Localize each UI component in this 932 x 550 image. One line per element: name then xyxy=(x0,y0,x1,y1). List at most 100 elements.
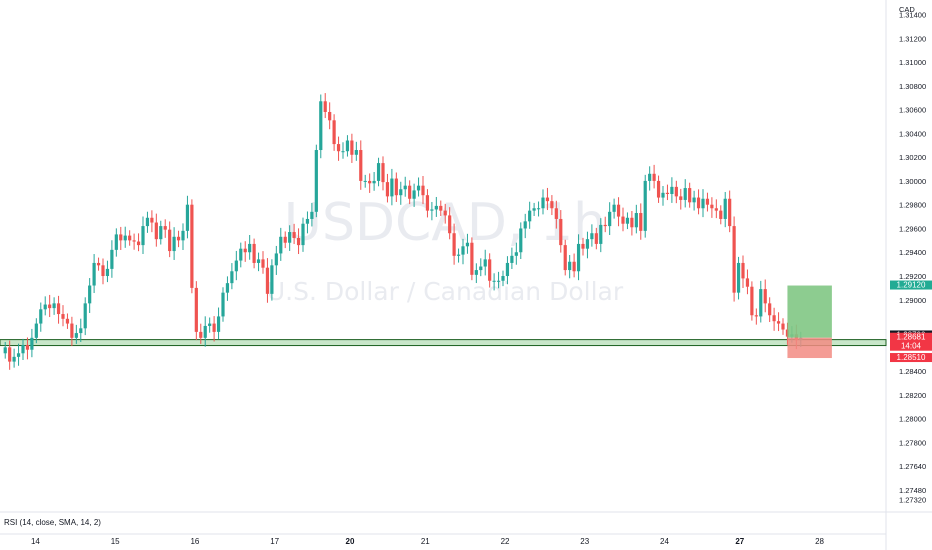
candle-body xyxy=(163,226,167,230)
candle-body xyxy=(359,150,363,181)
candle-body xyxy=(568,261,572,271)
price-tick-label: 1.28000 xyxy=(899,415,926,424)
price-tick-label: 1.28200 xyxy=(899,391,926,400)
candle-body xyxy=(665,192,670,194)
price-tick-label: 1.28400 xyxy=(899,367,926,376)
countdown-text: 14:04 xyxy=(901,342,922,351)
candle-body xyxy=(776,321,781,324)
candle-body xyxy=(741,262,745,279)
support-zone-rect[interactable] xyxy=(0,339,887,347)
candle-body xyxy=(683,188,687,200)
candle-body xyxy=(101,265,105,277)
price-tick-label: 1.29600 xyxy=(899,224,926,233)
candle-body xyxy=(83,303,87,329)
price-tick-label: 1.31200 xyxy=(899,34,926,43)
time-axis[interactable]: 14 15 16 17 20 21 22 23 24 27 28 xyxy=(31,537,825,546)
candle-body xyxy=(639,213,643,231)
price-axis[interactable]: 1.31400 1.31200 1.31000 1.30800 1.30600 1.304… xyxy=(899,11,926,505)
candle-body xyxy=(305,218,310,224)
candle-body xyxy=(452,233,456,256)
date-tick-label: 28 xyxy=(815,537,824,546)
candle-body xyxy=(421,185,425,196)
candle-body xyxy=(3,347,7,354)
current-price-tag-text: 1.28681 xyxy=(897,333,926,342)
candle-body xyxy=(212,323,216,332)
candle-body xyxy=(25,344,30,350)
candle-body xyxy=(519,228,523,253)
date-tick-label: 23 xyxy=(580,537,589,546)
candle-body xyxy=(70,323,74,338)
price-tick-label: 1.29800 xyxy=(899,201,926,210)
price-tick-label: 1.30600 xyxy=(899,106,926,115)
candle-body xyxy=(363,180,367,182)
candle-body xyxy=(323,101,327,112)
candle-body xyxy=(181,230,185,241)
candle-body xyxy=(585,239,590,249)
candle-body xyxy=(430,209,434,211)
candle-body xyxy=(292,232,296,238)
candle-body xyxy=(434,205,438,210)
candle-body xyxy=(750,286,754,316)
candle-body xyxy=(119,234,123,241)
candle-body xyxy=(390,178,394,197)
candle-body xyxy=(416,185,421,191)
candle-body xyxy=(554,208,558,219)
candle-body xyxy=(456,254,461,256)
candle-body xyxy=(505,262,510,277)
candle-body xyxy=(65,318,70,324)
candle-body xyxy=(301,223,305,246)
profit-target-box[interactable] xyxy=(787,285,832,338)
candle-body xyxy=(754,315,758,317)
stop-loss-box[interactable] xyxy=(787,337,832,359)
candle-body xyxy=(763,289,767,304)
rsi-indicator-label[interactable]: RSI (14, close, SMA, 14, 2) xyxy=(4,518,101,527)
candle-body xyxy=(261,259,265,268)
long-position-tool[interactable] xyxy=(787,285,832,359)
candle-body xyxy=(256,259,261,263)
candle-body xyxy=(52,303,56,309)
candle-body xyxy=(30,337,34,350)
candle-body xyxy=(128,235,132,241)
candle-body xyxy=(194,287,198,332)
price-tick-label: 1.31400 xyxy=(899,11,926,20)
candlestick-series xyxy=(3,93,803,370)
candle-body xyxy=(43,304,47,310)
candle-body xyxy=(34,323,38,338)
candle-body xyxy=(345,140,350,152)
candle-body xyxy=(656,180,661,198)
candle-body xyxy=(274,253,278,266)
candle-body xyxy=(461,246,465,255)
candle-body xyxy=(328,111,332,121)
candle-body xyxy=(243,248,247,253)
candle-body xyxy=(39,309,43,324)
candle-body xyxy=(176,236,181,241)
candle-body xyxy=(496,280,501,282)
candle-body xyxy=(705,198,710,205)
candle-body xyxy=(168,229,172,252)
candle-body xyxy=(16,353,21,357)
candle-body xyxy=(510,255,514,263)
candle-body xyxy=(123,235,127,241)
date-tick-label: 17 xyxy=(270,537,279,546)
candle-body xyxy=(550,201,554,209)
candle-body xyxy=(559,218,563,246)
candle-body xyxy=(216,316,221,332)
price-tick-label: 1.30800 xyxy=(899,82,926,91)
candle-body xyxy=(172,236,176,252)
candle-body xyxy=(314,150,318,212)
candle-body xyxy=(48,304,52,309)
support-zone[interactable] xyxy=(0,339,887,347)
candle-body xyxy=(88,285,92,304)
candle-body xyxy=(474,270,478,275)
candle-body xyxy=(643,180,647,231)
candle-body xyxy=(563,245,567,271)
candle-body xyxy=(336,144,341,152)
candle-body xyxy=(221,292,225,317)
candle-body xyxy=(239,248,243,261)
candle-body xyxy=(759,289,763,317)
candle-body xyxy=(319,101,323,151)
candle-body xyxy=(728,198,732,227)
candle-body xyxy=(483,259,487,267)
candle-body xyxy=(150,217,154,223)
